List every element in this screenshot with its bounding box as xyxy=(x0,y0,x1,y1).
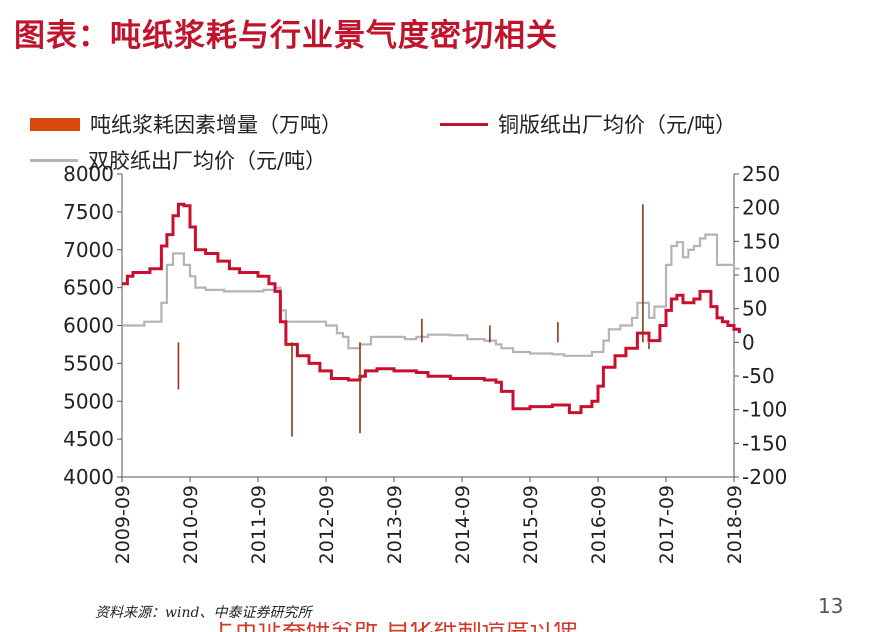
bar-pulp-increment xyxy=(421,318,423,343)
bar-pulp-increment xyxy=(177,342,180,390)
series-line-offset xyxy=(122,233,740,357)
legend-swatch-bar xyxy=(30,117,80,131)
legend-label-offset: 双胶纸出厂均价（元/吨） xyxy=(88,149,327,173)
right-tick-label: -150 xyxy=(742,431,787,455)
legend-item-copper: 铜版纸出厂均价（元/吨） xyxy=(440,109,736,139)
bar-pulp-increment xyxy=(359,342,361,434)
right-tick-label: 150 xyxy=(742,229,780,253)
bar-pulp-increment xyxy=(642,204,644,343)
x-tick-label: 2018-09 xyxy=(724,485,746,564)
left-tick-label: 4000 xyxy=(63,465,114,489)
left-tick-label: 6000 xyxy=(63,314,114,338)
right-tick-label: 200 xyxy=(742,196,780,220)
source-note: 资料来源：wind、中泰证券研究所 xyxy=(95,605,312,621)
bar-pulp-increment xyxy=(489,325,491,343)
bar-pulp-increment xyxy=(648,342,650,350)
series-line-copper xyxy=(122,202,741,415)
x-tick-label: 2010-09 xyxy=(180,485,202,564)
chart-title: 图表：吨纸浆耗与行业景气度密切相关 xyxy=(14,18,558,54)
right-tick-label: 250 xyxy=(742,162,780,186)
right-tick-label: -50 xyxy=(742,364,775,388)
legend-swatch-offset xyxy=(30,158,78,162)
x-tick-label: 2017-09 xyxy=(656,485,678,564)
left-tick-label: 5000 xyxy=(63,389,114,413)
x-tick-label: 2009-09 xyxy=(112,485,134,564)
x-tick-label: 2016-09 xyxy=(588,485,610,564)
left-tick-label: 4500 xyxy=(63,427,114,451)
legend-label-copper: 铜版纸出厂均价（元/吨） xyxy=(498,113,737,137)
left-tick-label: 7000 xyxy=(63,238,114,262)
left-tick-label: 7500 xyxy=(63,200,114,224)
right-tick-label: 0 xyxy=(742,330,755,354)
legend-label-pulp: 吨纸浆耗因素增量（万吨） xyxy=(90,113,342,137)
footer-banner: 上市证券研究所 自化纸制造度过使 xyxy=(210,622,770,632)
x-tick-label: 2011-09 xyxy=(248,485,270,564)
legend-swatch-copper xyxy=(440,122,488,126)
x-tick-label: 2014-09 xyxy=(452,485,474,564)
x-tick-label: 2012-09 xyxy=(316,485,338,564)
left-tick-label: 5500 xyxy=(63,351,114,375)
legend-item-pulp: 吨纸浆耗因素增量（万吨） xyxy=(30,109,342,139)
footer-text: 上市证券研究所 自化纸制造度过使 xyxy=(210,622,770,632)
page-number: 13 xyxy=(818,594,844,618)
right-tick-label: 50 xyxy=(742,297,767,321)
right-tick-label: -200 xyxy=(742,465,787,489)
right-tick-label: -100 xyxy=(742,398,787,422)
bar-pulp-increment xyxy=(291,342,293,437)
right-tick-label: 100 xyxy=(742,263,780,287)
x-tick-label: 2013-09 xyxy=(384,485,406,564)
left-tick-label: 6500 xyxy=(63,276,114,300)
left-tick-label: 8000 xyxy=(63,162,114,186)
bar-pulp-increment xyxy=(557,322,559,343)
x-tick-label: 2015-09 xyxy=(520,485,542,564)
legend-item-offset: 双胶纸出厂均价（元/吨） xyxy=(30,145,326,175)
